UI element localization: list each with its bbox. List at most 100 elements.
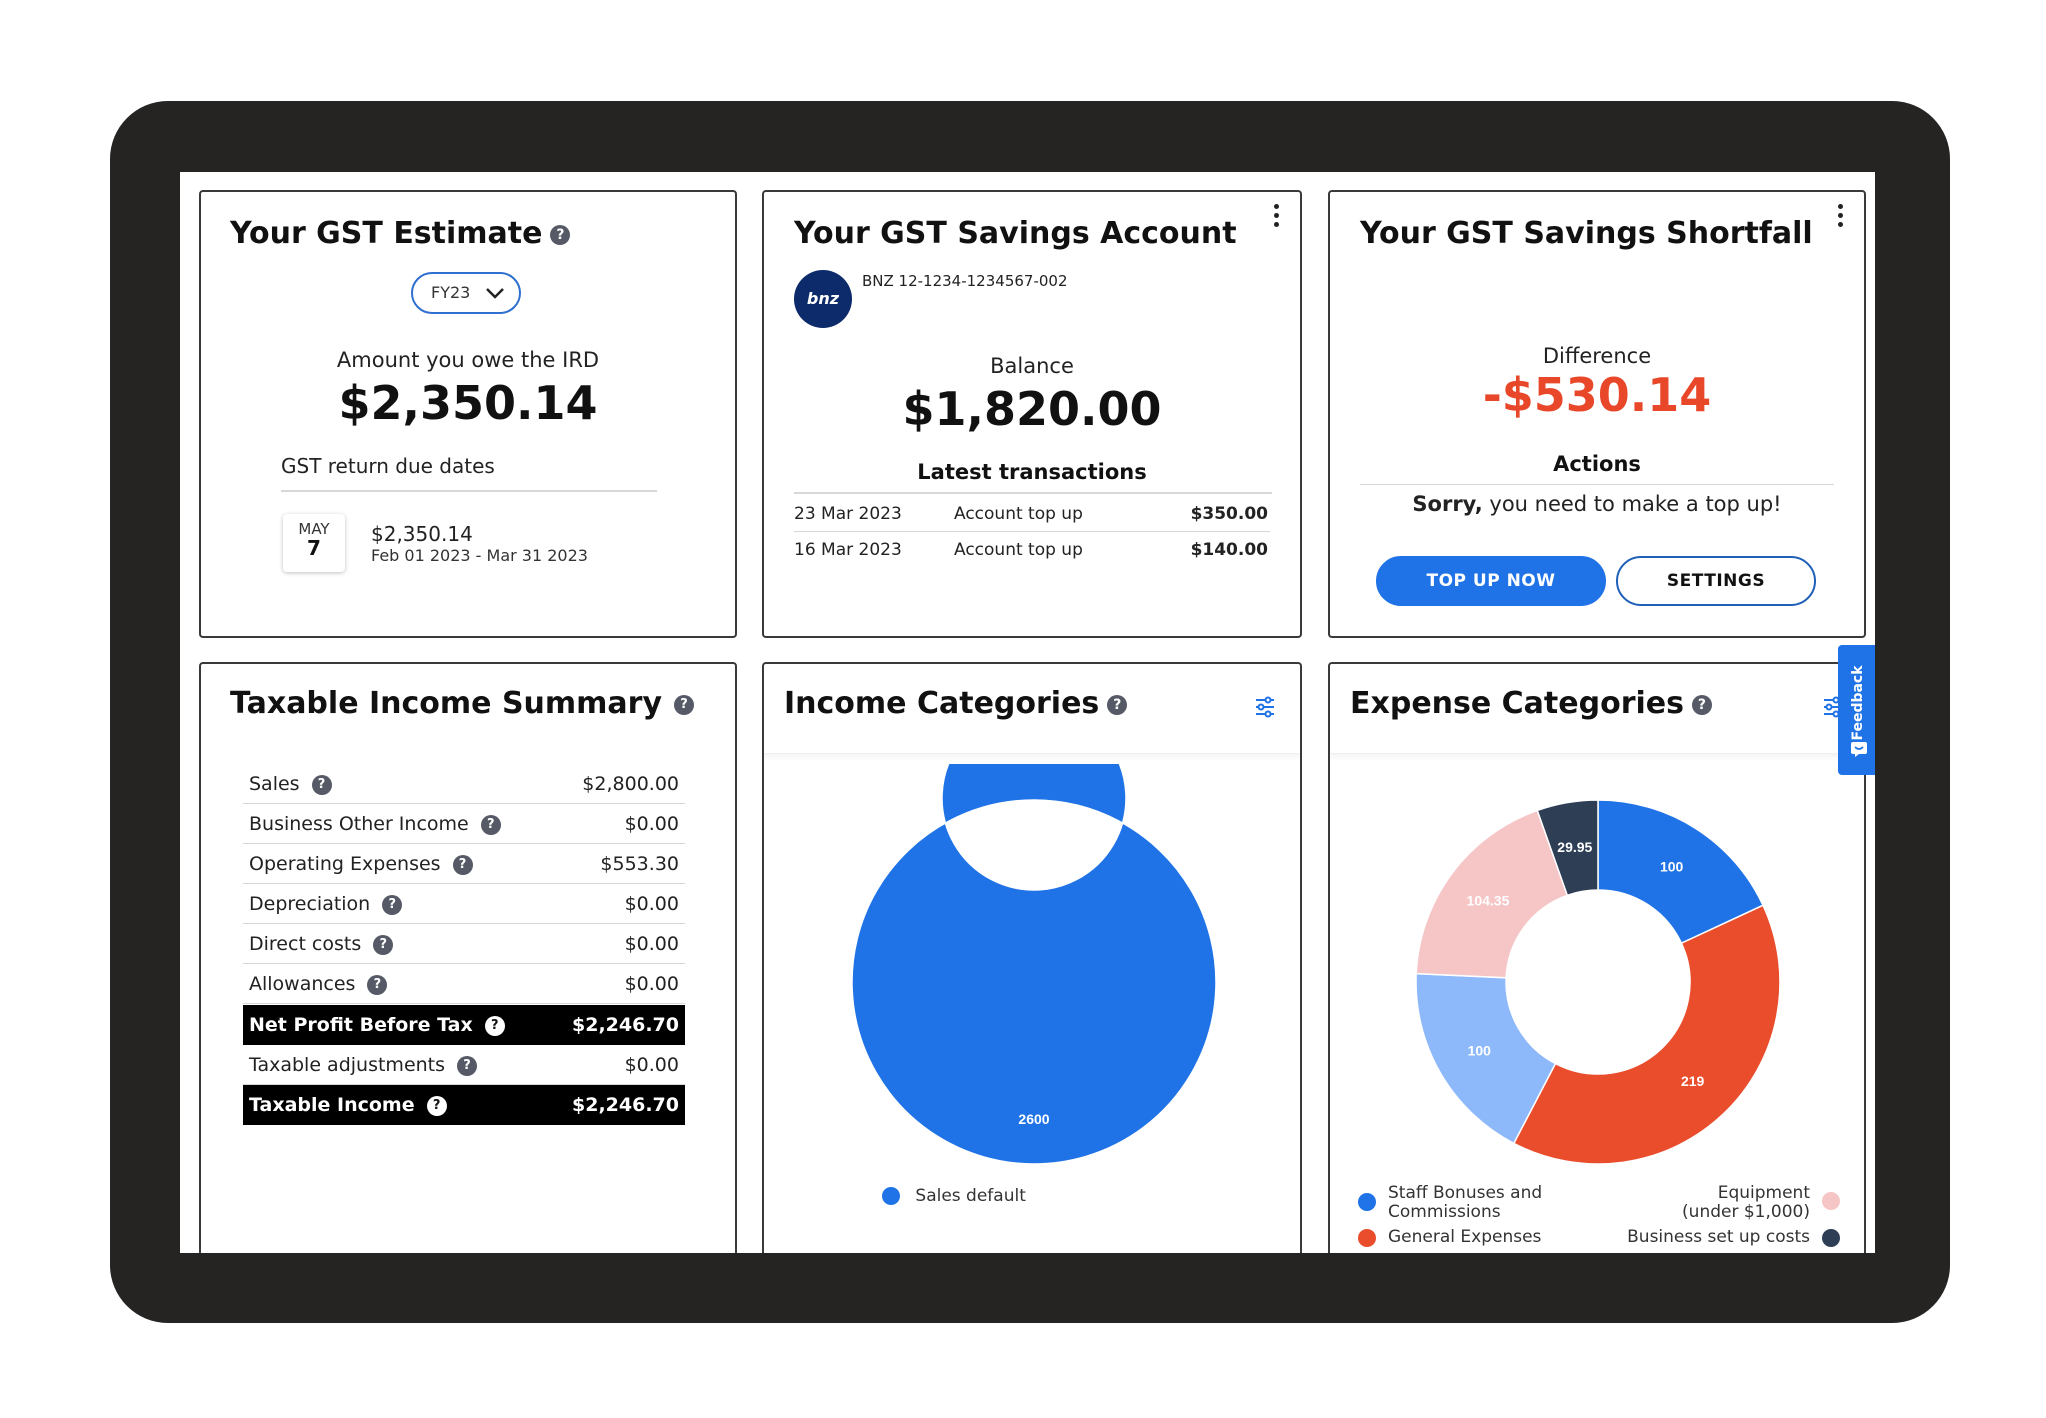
- donut-slice[interactable]: [1536, 799, 1599, 897]
- summary-value: $0.00: [624, 973, 679, 995]
- expense-categories-header: Expense Categories?: [1330, 664, 1864, 754]
- more-options-icon[interactable]: [1274, 204, 1280, 231]
- year-select-value: FY23: [431, 283, 471, 302]
- shortfall-message: Sorry, you need to make a top up!: [1330, 492, 1864, 516]
- help-icon[interactable]: ?: [311, 774, 332, 795]
- help-icon[interactable]: ?: [550, 224, 571, 245]
- more-options-icon[interactable]: [1838, 204, 1844, 231]
- summary-label: Direct costs: [249, 933, 362, 955]
- expense-categories-card: Expense Categories? 100 219 100 104.35 29.95…: [1328, 662, 1866, 1253]
- due-amount: $2,350.14: [371, 522, 473, 546]
- summary-label: Operating Expenses: [249, 853, 441, 875]
- help-icon[interactable]: ?: [457, 1055, 478, 1076]
- summary-row: Allowances? $0.00: [243, 964, 685, 1004]
- shortfall-title: Your GST Savings Shortfall: [1360, 216, 1813, 251]
- taxable-income-row: Taxable Income? $2,246.70: [243, 1085, 685, 1125]
- income-donut-chart: 2600: [851, 764, 1217, 1164]
- income-categories-title-row: Income Categories?: [784, 686, 1128, 721]
- income-categories-card: Income Categories? 2600 Sales default: [762, 662, 1302, 1253]
- due-date-month: MAY: [298, 520, 330, 538]
- actions-divider: [1360, 484, 1834, 485]
- summary-value: $0.00: [624, 933, 679, 955]
- donut-slice[interactable]: [1512, 904, 1781, 1164]
- summary-label: Taxable Income: [249, 1094, 415, 1116]
- legend-label: Business set up costs: [1627, 1227, 1810, 1247]
- donut-slice[interactable]: [1415, 972, 1557, 1145]
- top-up-now-button[interactable]: TOP UP NOW: [1376, 556, 1606, 606]
- taxable-summary-title-row: Taxable Income Summary?: [230, 686, 695, 721]
- year-select[interactable]: FY23: [411, 272, 521, 314]
- owe-label: Amount you owe the IRD: [336, 348, 600, 372]
- help-icon[interactable]: ?: [452, 854, 473, 875]
- slice-label: 2600: [1018, 1111, 1049, 1127]
- summary-label: Depreciation: [249, 893, 371, 915]
- summary-label: Net Profit Before Tax: [249, 1014, 473, 1036]
- feedback-tab[interactable]: Feedback: [1838, 645, 1875, 775]
- help-icon[interactable]: ?: [480, 814, 501, 835]
- help-icon[interactable]: ?: [382, 894, 403, 915]
- summary-row: Operating Expenses? $553.30: [243, 844, 685, 884]
- difference-amount: -$530.14: [1482, 368, 1712, 422]
- help-icon[interactable]: ?: [426, 1095, 447, 1116]
- gst-estimate-title-row: Your GST Estimate?: [230, 216, 571, 251]
- summary-row: Business Other Income? $0.00: [243, 804, 685, 844]
- slice-label: 100: [1468, 1042, 1492, 1058]
- summary-label: Taxable adjustments: [249, 1054, 446, 1076]
- shortfall-message-bold: Sorry,: [1412, 492, 1483, 516]
- donut-slice[interactable]: [851, 764, 1217, 1164]
- help-icon[interactable]: ?: [1107, 694, 1128, 715]
- help-icon[interactable]: ?: [674, 694, 695, 715]
- dashboard-screen: Your GST Estimate? FY23 Amount you owe t…: [180, 172, 1875, 1253]
- chat-icon: [1851, 742, 1867, 757]
- transaction-amount: $350.00: [1190, 504, 1268, 524]
- shortfall-message-text: you need to make a top up!: [1482, 492, 1782, 516]
- feedback-label: Feedback: [1850, 665, 1866, 741]
- due-date-day: 7: [307, 536, 321, 560]
- savings-account-card: Your GST Savings Account bnz BNZ 12-1234…: [762, 190, 1302, 638]
- help-icon[interactable]: ?: [1691, 694, 1712, 715]
- due-dates-divider: [281, 490, 657, 492]
- net-profit-row: Net Profit Before Tax? $2,246.70: [243, 1005, 685, 1045]
- legend-item: Business set up costs: [1610, 1228, 1840, 1247]
- expense-legend-left: Staff Bonuses and Commissions General Ex…: [1358, 1184, 1578, 1247]
- balance-label: Balance: [990, 354, 1074, 378]
- summary-row: Direct costs? $0.00: [243, 924, 685, 964]
- legend-label: Equipment (under $1,000): [1682, 1183, 1810, 1222]
- help-icon[interactable]: ?: [484, 1015, 505, 1036]
- summary-row: Depreciation? $0.00: [243, 884, 685, 924]
- donut-slice[interactable]: [1415, 809, 1569, 979]
- bank-logo-text: bnz: [806, 289, 840, 308]
- transactions-label: Latest transactions: [917, 460, 1147, 484]
- donut-slice[interactable]: [1597, 799, 1765, 945]
- summary-value: $0.00: [624, 813, 679, 835]
- settings-button[interactable]: SETTINGS: [1616, 556, 1816, 606]
- difference-label: Difference: [1542, 344, 1652, 368]
- expense-donut-chart: 100 219 100 104.35 29.95: [1415, 799, 1781, 1164]
- income-categories-header: Income Categories?: [764, 664, 1300, 754]
- transaction-row: 23 Mar 2023 Account top up $350.00: [794, 496, 1270, 532]
- expense-legend-right: Equipment (under $1,000) Business set up…: [1610, 1184, 1840, 1247]
- due-date-badge: MAY 7: [283, 514, 345, 572]
- taxable-summary-card: Taxable Income Summary? Sales? $2,800.00 …: [199, 662, 737, 1253]
- summary-value: $553.30: [600, 853, 679, 875]
- legend-swatch: [1358, 1193, 1376, 1211]
- account-number: BNZ 12-1234-1234567-002: [862, 272, 1068, 290]
- summary-label: Sales: [249, 773, 300, 795]
- transaction-description: Account top up: [954, 504, 1083, 524]
- filter-settings-icon[interactable]: [1254, 696, 1276, 718]
- bank-logo: bnz: [794, 270, 852, 328]
- legend-swatch: [1822, 1229, 1840, 1247]
- expense-categories-title-row: Expense Categories?: [1350, 686, 1712, 721]
- transaction-row: 16 Mar 2023 Account top up $140.00: [794, 532, 1270, 568]
- legend-item: Equipment (under $1,000): [1610, 1184, 1840, 1222]
- legend-label: Sales default: [915, 1186, 1026, 1206]
- income-categories-title: Income Categories: [784, 686, 1100, 721]
- help-icon[interactable]: ?: [373, 934, 394, 955]
- shortfall-card: Your GST Savings Shortfall Difference -$…: [1328, 190, 1866, 638]
- legend-label: Staff Bonuses and Commissions: [1388, 1183, 1543, 1222]
- help-icon[interactable]: ?: [367, 974, 388, 995]
- summary-label: Allowances: [249, 973, 356, 995]
- legend-item: Staff Bonuses and Commissions: [1358, 1184, 1578, 1222]
- transactions-divider: [794, 492, 1272, 494]
- chevron-down-icon: [486, 288, 504, 299]
